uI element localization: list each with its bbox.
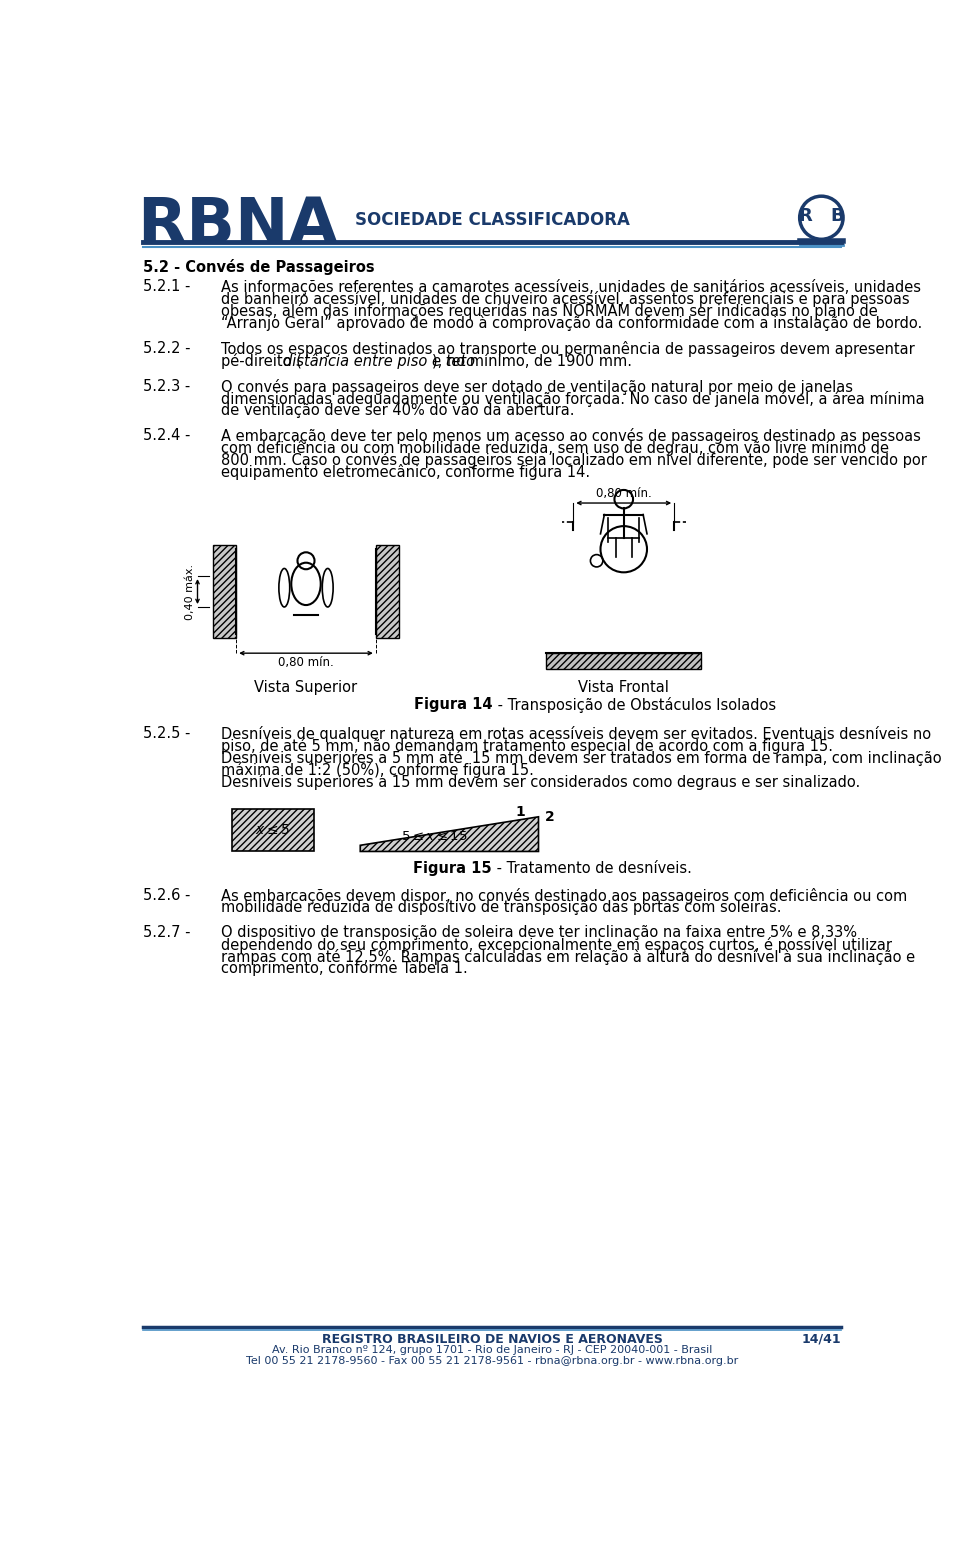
Text: Todos os espaços destinados ao transporte ou permanência de passageiros devem ap: Todos os espaços destinados ao transport…: [221, 341, 915, 357]
Text: 0,40 máx.: 0,40 máx.: [185, 564, 195, 620]
Text: distância entre piso e teto: distância entre piso e teto: [283, 352, 475, 369]
Text: Vista Superior: Vista Superior: [254, 680, 357, 695]
Text: Desníveis superiores a 5 mm até  15 mm devem ser tratados em forma de rampa, com: Desníveis superiores a 5 mm até 15 mm de…: [221, 751, 942, 766]
Text: Desníveis de qualquer natureza em rotas acessíveis devem ser evitados. Eventuais: Desníveis de qualquer natureza em rotas …: [221, 726, 931, 742]
Polygon shape: [360, 817, 539, 851]
Text: 0,80 mín.: 0,80 mín.: [278, 657, 334, 669]
Text: com deficiência ou com mobilidade reduzida, sem uso de degrau, com vão livre mín: com deficiência ou com mobilidade reduzi…: [221, 440, 889, 456]
Text: 5.2 - Convés de Passageiros: 5.2 - Convés de Passageiros: [143, 260, 374, 275]
Text: piso, de até 5 mm, não demandam tratamento especial de acordo com a figura 15.: piso, de até 5 mm, não demandam tratamen…: [221, 739, 832, 754]
Text: - Tratamento de desníveis.: - Tratamento de desníveis.: [492, 861, 692, 876]
Text: $x \leq 5$: $x \leq 5$: [255, 823, 291, 837]
Text: 5.2.4 -: 5.2.4 -: [143, 428, 191, 443]
Text: dimensionadas adequadamente ou ventilação forçada. No caso de janela móvel, a ár: dimensionadas adequadamente ou ventilaçã…: [221, 391, 924, 406]
Text: de ventilação deve ser 40% do vão da abertura.: de ventilação deve ser 40% do vão da abe…: [221, 403, 574, 417]
Text: Figura 15: Figura 15: [413, 861, 492, 876]
Text: 5.2.3 -: 5.2.3 -: [143, 379, 190, 394]
Text: 5.2.6 -: 5.2.6 -: [143, 888, 191, 902]
Text: mobilidade reduzida de dispositivo de transposição das portas com soleiras.: mobilidade reduzida de dispositivo de tr…: [221, 899, 781, 915]
Text: Figura 14: Figura 14: [414, 697, 492, 712]
Text: 0,80 mín.: 0,80 mín.: [596, 487, 652, 501]
Bar: [232, 810, 314, 851]
Text: de banheiro acessível, unidades de chuveiro acessível, assentos preferenciais e : de banheiro acessível, unidades de chuve…: [221, 292, 909, 307]
Text: RBNA: RBNA: [137, 195, 338, 256]
Text: comprimento, conforme Tabela 1.: comprimento, conforme Tabela 1.: [221, 961, 468, 976]
Text: - Transposição de Obstáculos Isolados: - Transposição de Obstáculos Isolados: [492, 697, 776, 714]
Text: pé-direito (: pé-direito (: [221, 352, 301, 369]
Text: As informações referentes a camarotes acessíveis, unidades de sanitários acessív: As informações referentes a camarotes ac…: [221, 280, 921, 295]
Text: B: B: [830, 207, 845, 226]
Text: rampas com até 12,5%. Rampas calculadas em relação à altura do desnível à sua in: rampas com até 12,5%. Rampas calculadas …: [221, 949, 915, 966]
Bar: [375, 545, 399, 638]
Text: As embarcações devem dispor, no convés destinado aos passageiros com deficiência: As embarcações devem dispor, no convés d…: [221, 888, 907, 904]
Text: obesas, além das informações requeridas nas NORMAM devem ser indicadas no plano : obesas, além das informações requeridas …: [221, 303, 877, 320]
Text: Vista Frontal: Vista Frontal: [578, 680, 669, 695]
Text: dependendo do seu comprimento, excepcionalmente em espaços curtos, é possível ut: dependendo do seu comprimento, excepcion…: [221, 938, 892, 953]
Text: Desníveis superiores a 15 mm devem ser considerados como degraus e ser sinalizad: Desníveis superiores a 15 mm devem ser c…: [221, 774, 860, 789]
Text: máxima de 1:2 (50%), conforme figura 15.: máxima de 1:2 (50%), conforme figura 15.: [221, 762, 534, 779]
Text: equipamento eletromecânico, conforme figura 14.: equipamento eletromecânico, conforme fig…: [221, 464, 589, 480]
Text: 800 mm. Caso o convés de passageiros seja localizado em nível diferente, pode se: 800 mm. Caso o convés de passageiros sej…: [221, 453, 926, 468]
Text: 5.2.1 -: 5.2.1 -: [143, 280, 191, 295]
Text: A embarcação deve ter pelo menos um acesso ao convés de passageiros destinado as: A embarcação deve ter pelo menos um aces…: [221, 428, 921, 445]
Text: 5.2.5 -: 5.2.5 -: [143, 726, 191, 742]
Bar: [546, 654, 701, 669]
Text: $5 \leq x \leq 15$: $5 \leq x \leq 15$: [400, 830, 468, 842]
Text: 2: 2: [544, 810, 555, 823]
Bar: [213, 545, 236, 638]
Text: R: R: [798, 207, 812, 226]
Text: Av. Rio Branco nº 124, grupo 1701 - Rio de Janeiro - RJ - CEP 20040-001 - Brasil: Av. Rio Branco nº 124, grupo 1701 - Rio …: [272, 1346, 712, 1355]
Text: Tel 00 55 21 2178-9560 - Fax 00 55 21 2178-9561 - rbna@rbna.org.br - www.rbna.or: Tel 00 55 21 2178-9560 - Fax 00 55 21 21…: [246, 1357, 738, 1366]
Text: O convés para passageiros deve ser dotado de ventilação natural por meio de jane: O convés para passageiros deve ser dotad…: [221, 379, 852, 394]
Text: REGISTRO BRASILEIRO DE NAVIOS E AERONAVES: REGISTRO BRASILEIRO DE NAVIOS E AERONAVE…: [322, 1333, 662, 1346]
Text: 5.2.7 -: 5.2.7 -: [143, 925, 191, 941]
Text: 5.2.2 -: 5.2.2 -: [143, 341, 191, 355]
Text: 1: 1: [516, 805, 525, 819]
Text: 14/41: 14/41: [802, 1333, 841, 1346]
Text: O dispositivo de transposição de soleira deve ter inclinação na faixa entre 5% e: O dispositivo de transposição de soleira…: [221, 925, 856, 941]
Text: ), no mínimo, de 1900 mm.: ), no mínimo, de 1900 mm.: [432, 352, 633, 368]
Text: SOCIEDADE CLASSIFICADORA: SOCIEDADE CLASSIFICADORA: [354, 212, 630, 229]
Text: “Arranjo Geral” aprovado de modo à comprovação da conformidade com a instalação : “Arranjo Geral” aprovado de modo à compr…: [221, 315, 922, 331]
